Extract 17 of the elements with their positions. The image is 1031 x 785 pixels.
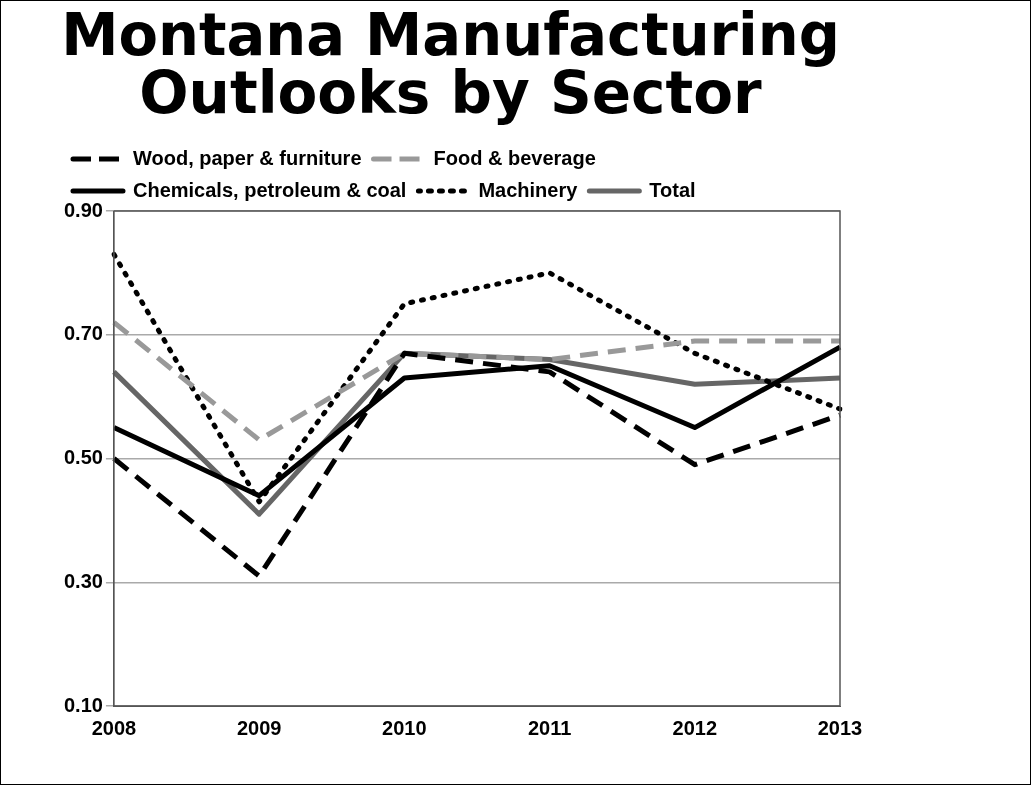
x-tick-label: 2012 [672, 716, 718, 739]
x-tick-label: 2013 [817, 716, 863, 739]
text: Outlooks by Sector [139, 59, 762, 128]
x-tick-label: 2009 [236, 716, 282, 739]
legend-label: Total [649, 178, 696, 201]
x-tick-label: 2008 [91, 716, 137, 739]
y-tick-label: 0.30 [63, 569, 103, 592]
x-tick-label: 2010 [382, 716, 427, 739]
legend-label: Chemicals, petroleum & coal [133, 178, 407, 201]
x-tick-label: 2011 [527, 716, 572, 739]
legend-label: Food & beverage [433, 146, 596, 169]
y-tick-label: 0.70 [63, 322, 103, 345]
y-tick-label: 0.90 [63, 198, 103, 221]
legend-label: Machinery [478, 178, 579, 201]
y-tick-label: 0.50 [63, 446, 103, 469]
y-tick-label: 0.10 [63, 693, 103, 716]
legend-label: Wood, paper & furniture [133, 146, 362, 169]
